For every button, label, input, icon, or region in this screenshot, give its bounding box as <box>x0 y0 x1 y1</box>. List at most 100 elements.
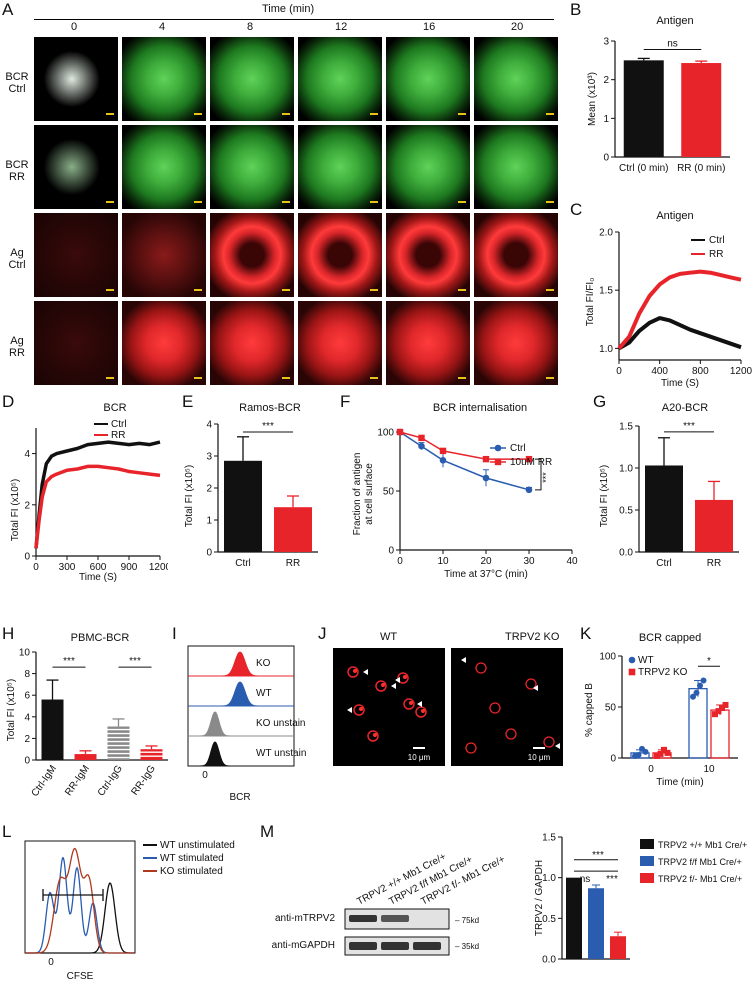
x-tick-label: 0 <box>33 562 39 573</box>
panel-j-wt-title: WT <box>380 631 398 643</box>
sig-bracket <box>535 458 542 491</box>
y-tick-label: 50 <box>383 487 395 498</box>
data-point <box>439 447 447 455</box>
sig-label: *** <box>262 421 274 432</box>
data-point <box>654 752 660 759</box>
cell <box>347 666 359 678</box>
sig-label: *** <box>541 472 551 483</box>
x-tick-label: RR <box>286 558 300 569</box>
histogram-peak <box>188 741 294 767</box>
legend-marker <box>628 668 636 676</box>
cell <box>465 742 477 754</box>
micrograph-green-r0-t20 <box>474 37 558 121</box>
cell <box>353 704 365 716</box>
y-tick-label: 1.0 <box>542 873 556 884</box>
panel-j-ko-title: TRPV2 KO <box>505 631 560 643</box>
micrograph-red-r2-t16 <box>386 213 470 297</box>
row-label-line1: BCR <box>5 159 29 171</box>
y-tick-label: 0 <box>603 153 609 164</box>
data-point <box>482 474 490 482</box>
micrograph-red-r2-t4 <box>122 213 206 297</box>
cell <box>367 730 379 742</box>
y-tick-label: 0 <box>24 552 30 563</box>
time-axis-line <box>34 19 554 20</box>
sig-label: *** <box>63 656 75 667</box>
x-tick-label: 1200 <box>730 366 753 377</box>
arrowhead <box>363 669 368 675</box>
cap <box>409 701 413 705</box>
legend-swatch <box>640 873 654 883</box>
y-tick-label: 1.0 <box>619 464 633 475</box>
sig-label: * <box>707 656 711 667</box>
y-tick-label: 0.5 <box>542 914 556 925</box>
arrowhead <box>391 683 396 689</box>
micrograph-red-r2-t8 <box>210 213 294 297</box>
x-tick-label: RR (0 min) <box>677 163 725 174</box>
y-tick-label: 4 <box>24 449 30 460</box>
legend-swatch <box>640 856 654 866</box>
micrograph-green-r1-t20 <box>474 125 558 209</box>
histogram-wt-stimulated <box>25 857 135 954</box>
y-tick-label: 100 <box>377 428 394 439</box>
x-tick-label: 0 <box>616 366 622 377</box>
micrograph-red-r3-t0 <box>34 301 118 385</box>
panel-e-title: Ramos-BCR <box>239 402 301 414</box>
x-tick-label: 0 <box>397 556 403 567</box>
legend-label-1: TRPV2 f/f Mb1 Cre/+ <box>658 857 742 867</box>
data-point <box>715 708 722 715</box>
panel-d-chart: 0 300 600 900 1200 0 2 4 Total FI (x10⁵) Time (S)… <box>10 419 168 583</box>
cell <box>489 702 501 714</box>
scale-bar <box>546 377 554 379</box>
x-tick-label: 300 <box>59 562 76 573</box>
bar-0 <box>566 877 582 959</box>
bar-ctrl-igg <box>107 726 130 760</box>
panel-k-title: BCR capped <box>638 632 702 644</box>
y-axis-label: Mean (x10³) <box>587 72 598 126</box>
panel-letter-c: C <box>570 200 583 219</box>
cap <box>381 683 385 687</box>
bar-ctrl-igm <box>41 699 64 760</box>
panel-letter-f: F <box>340 392 351 411</box>
legend-swatch <box>640 839 654 849</box>
x-tick-label: 400 <box>651 366 668 377</box>
sig-label: *** <box>683 421 695 432</box>
y-tick-label: 8 <box>24 669 30 680</box>
panel-letter-a: A <box>2 0 14 19</box>
panel-letter-l: L <box>2 822 12 841</box>
x-tick-label: 10 <box>703 764 715 775</box>
y-tick-label: 6 <box>24 691 30 702</box>
panel-l-histogram: 0 CFSE WT unstimulated WT stimulated KO stim… <box>24 840 235 981</box>
scale-bar <box>282 201 290 203</box>
histogram-label-0: KO <box>256 658 271 669</box>
data-point <box>657 750 664 757</box>
x-axis-label: Time at 37°C (min) <box>444 569 528 580</box>
band-gapdh-0 <box>349 942 377 950</box>
row-label-1: BCR RR <box>2 159 32 183</box>
y-axis-label: TRPV2 / GAPDH <box>534 860 545 936</box>
legend-label-0: TRPV2 +/+ Mb1 Cre/+ <box>658 840 747 850</box>
micrograph-green-r1-t0 <box>34 125 118 209</box>
y-tick-label: 0.0 <box>542 955 556 966</box>
row-label-line2: Ctrl <box>8 83 26 95</box>
legend-marker <box>628 656 636 664</box>
scale-label-ko: 10 μm <box>528 753 551 762</box>
panel-b-title: Antigen <box>656 15 694 27</box>
histogram-ko-stimulated <box>25 847 135 954</box>
histogram-peak <box>188 651 294 677</box>
scale-bar <box>370 113 378 115</box>
data-point <box>439 457 447 464</box>
scale-bar <box>458 113 466 115</box>
scale-bar <box>106 113 114 115</box>
y-tick-label: 2 <box>24 500 30 511</box>
y-tick-label: 10 <box>19 648 31 659</box>
time-label-8: 8 <box>247 21 254 33</box>
y-axis-label-line1: Fraction of antigen <box>352 453 363 536</box>
y-axis-label: Total FI/FI₀ <box>585 278 596 327</box>
ko-image <box>451 648 563 766</box>
x-tick-label: RR-IgG <box>129 763 158 797</box>
cap <box>421 709 425 713</box>
scale-bar <box>282 113 290 115</box>
sig-label: *** <box>592 850 604 861</box>
x-tick-label: 0 <box>648 764 654 775</box>
x-tick-label: Ctrl <box>656 558 672 569</box>
